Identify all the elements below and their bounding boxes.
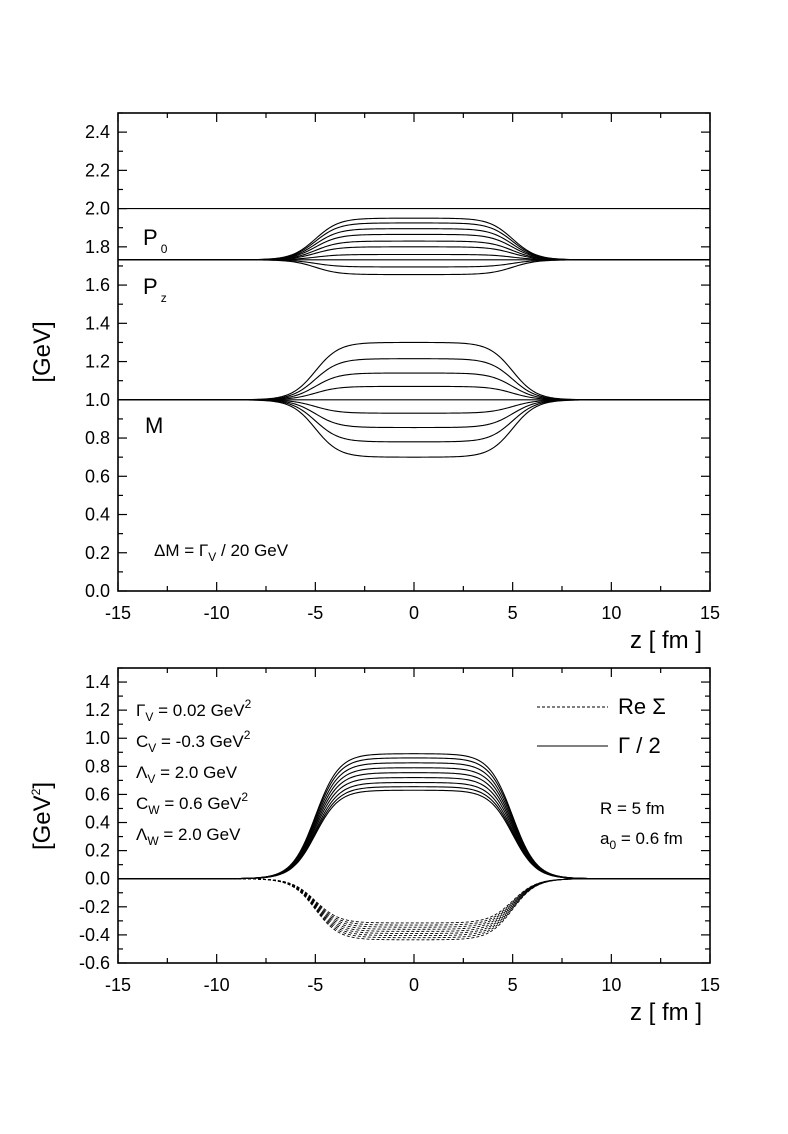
m-label: M bbox=[145, 413, 163, 438]
bottom-ytick-label: -0.2 bbox=[79, 897, 110, 917]
top-curve-Pz-0 bbox=[118, 217, 710, 261]
bottom-curve-Re-2 bbox=[118, 878, 710, 928]
bottom-curve-Re-3 bbox=[118, 878, 710, 930]
parameter-list: ΓV = 0.02 GeV2 CV = -0.3 GeV2 ΛV = 2.0 GeV… bbox=[136, 697, 252, 848]
bottom-ytick-label: 0.2 bbox=[85, 841, 110, 861]
param-line: CV = -0.3 GeV2 bbox=[136, 728, 251, 755]
top-ytick-label: 1.2 bbox=[85, 352, 110, 372]
bottom-curve-2-3 bbox=[118, 767, 710, 880]
bottom-xtick-label: -10 bbox=[204, 975, 230, 995]
legend-re-sigma: Re Σ bbox=[618, 694, 666, 719]
top-ytick-label: 1.6 bbox=[85, 275, 110, 295]
top-xtick-label: 15 bbox=[700, 603, 720, 623]
top-ytick-label: 2.2 bbox=[85, 160, 110, 180]
bottom-ytick-label: 0.6 bbox=[85, 784, 110, 804]
bottom-curve-Re-7 bbox=[118, 878, 710, 939]
top-curve-M-8 bbox=[118, 399, 710, 458]
top-ytick-label: 1.8 bbox=[85, 237, 110, 257]
bottom-curve-Re-0 bbox=[118, 878, 710, 924]
top-plot-frame bbox=[117, 112, 711, 592]
top-curve-M-0 bbox=[118, 341, 710, 401]
param-line: ΓV = 0.02 GeV2 bbox=[136, 697, 252, 724]
bottom-ytick-label: -0.4 bbox=[79, 925, 110, 945]
bottom-ytick-label: 1.0 bbox=[85, 728, 110, 748]
top-curve-Pz-2 bbox=[118, 228, 710, 261]
top-ytick-label: 2.4 bbox=[85, 122, 110, 142]
bottom-xtick-label: 5 bbox=[508, 975, 518, 995]
top-curve-Pz-8 bbox=[118, 259, 710, 268]
bottom-xtick-label: 10 bbox=[601, 975, 621, 995]
bottom-ytick-label: 1.4 bbox=[85, 672, 110, 692]
top-ytick-label: 2.0 bbox=[85, 199, 110, 219]
top-ytick-label: 1.0 bbox=[85, 390, 110, 410]
top-xtick-label: -5 bbox=[307, 603, 323, 623]
top-ytick-label: 0.8 bbox=[85, 428, 110, 448]
bottom-panel: -15 -10 -5 0 5 10 15 -0.6 -0.4 -0.2 0.0 0.2 0.4 0.6 0.… bbox=[29, 667, 720, 1026]
top-ytick-label: 0.6 bbox=[85, 466, 110, 486]
bottom-ytick-label: 0.4 bbox=[85, 813, 110, 833]
bottom-ticks: -15 -10 -5 0 5 10 15 -0.6 -0.4 -0.2 0.0 0.2 0.4 0.6 0.… bbox=[79, 667, 720, 995]
top-xtick-label: 0 bbox=[409, 603, 419, 623]
bottom-xtick-label: 15 bbox=[700, 975, 720, 995]
bottom-curve-Re-4 bbox=[118, 878, 710, 932]
top-xtick-label: -15 bbox=[105, 603, 131, 623]
top-curve-M-7 bbox=[118, 399, 710, 443]
bottom-curve-Re-1 bbox=[118, 878, 710, 926]
top-panel: -15 -10 -5 0 5 10 15 0.0 0.2 0.4 0.6 0.8 1.0 1.2 1.4 1.… bbox=[29, 112, 720, 654]
top-curve-M-3 bbox=[118, 385, 710, 401]
legend-gamma-half: Γ / 2 bbox=[618, 733, 661, 758]
param-line: CW = 0.6 GeV2 bbox=[136, 790, 248, 817]
bottom-ytick-label: 1.2 bbox=[85, 700, 110, 720]
top-xtick-label: -10 bbox=[204, 603, 230, 623]
top-ylabel: [GeV] bbox=[29, 321, 56, 382]
bottom-curve-Re-5 bbox=[118, 878, 710, 934]
bottom-ytick-label: -0.6 bbox=[79, 953, 110, 973]
bottom-xtick-label: -5 bbox=[307, 975, 323, 995]
radius-param: R = 5 fm bbox=[600, 799, 665, 818]
diffuseness-param: a0 = 0.6 fm bbox=[600, 829, 683, 852]
bottom-ylabel: [GeV2] bbox=[29, 782, 56, 850]
delta-m-formula: ΔM = ΓV / 20 GeV bbox=[154, 541, 289, 564]
top-xtick-label: 10 bbox=[601, 603, 621, 623]
top-curve-M-1 bbox=[118, 358, 710, 401]
top-ytick-label: 0.0 bbox=[85, 581, 110, 601]
bottom-xtick-label: -15 bbox=[105, 975, 131, 995]
bottom-ytick-label: 0.0 bbox=[85, 869, 110, 889]
bottom-curves bbox=[118, 753, 710, 941]
top-xlabel: z [ fm ] bbox=[630, 627, 702, 654]
top-curve-M-5 bbox=[118, 399, 710, 414]
bottom-xtick-label: 0 bbox=[409, 975, 419, 995]
top-curves bbox=[118, 208, 710, 458]
top-ytick-label: 0.4 bbox=[85, 505, 110, 525]
top-ticks: -15 -10 -5 0 5 10 15 0.0 0.2 0.4 0.6 0.8 1.0 1.2 1.4 1.… bbox=[85, 112, 720, 623]
top-curve-Pz-5 bbox=[118, 246, 710, 261]
param-line: ΛW = 2.0 GeV bbox=[136, 825, 241, 848]
top-xtick-label: 5 bbox=[508, 603, 518, 623]
legend: Re Σ Γ / 2 bbox=[537, 694, 666, 758]
top-curve-Pz-6 bbox=[118, 253, 710, 261]
param-line: ΛV = 2.0 GeV bbox=[136, 763, 238, 786]
bottom-curve-Re-8 bbox=[118, 878, 710, 941]
top-curve-Pz-9 bbox=[118, 259, 710, 276]
top-ytick-label: 1.4 bbox=[85, 313, 110, 333]
top-curve-Pz-4 bbox=[118, 240, 710, 261]
bottom-xlabel: z [ fm ] bbox=[630, 999, 702, 1026]
bottom-ytick-label: 0.8 bbox=[85, 756, 110, 776]
top-ytick-label: 0.2 bbox=[85, 543, 110, 563]
